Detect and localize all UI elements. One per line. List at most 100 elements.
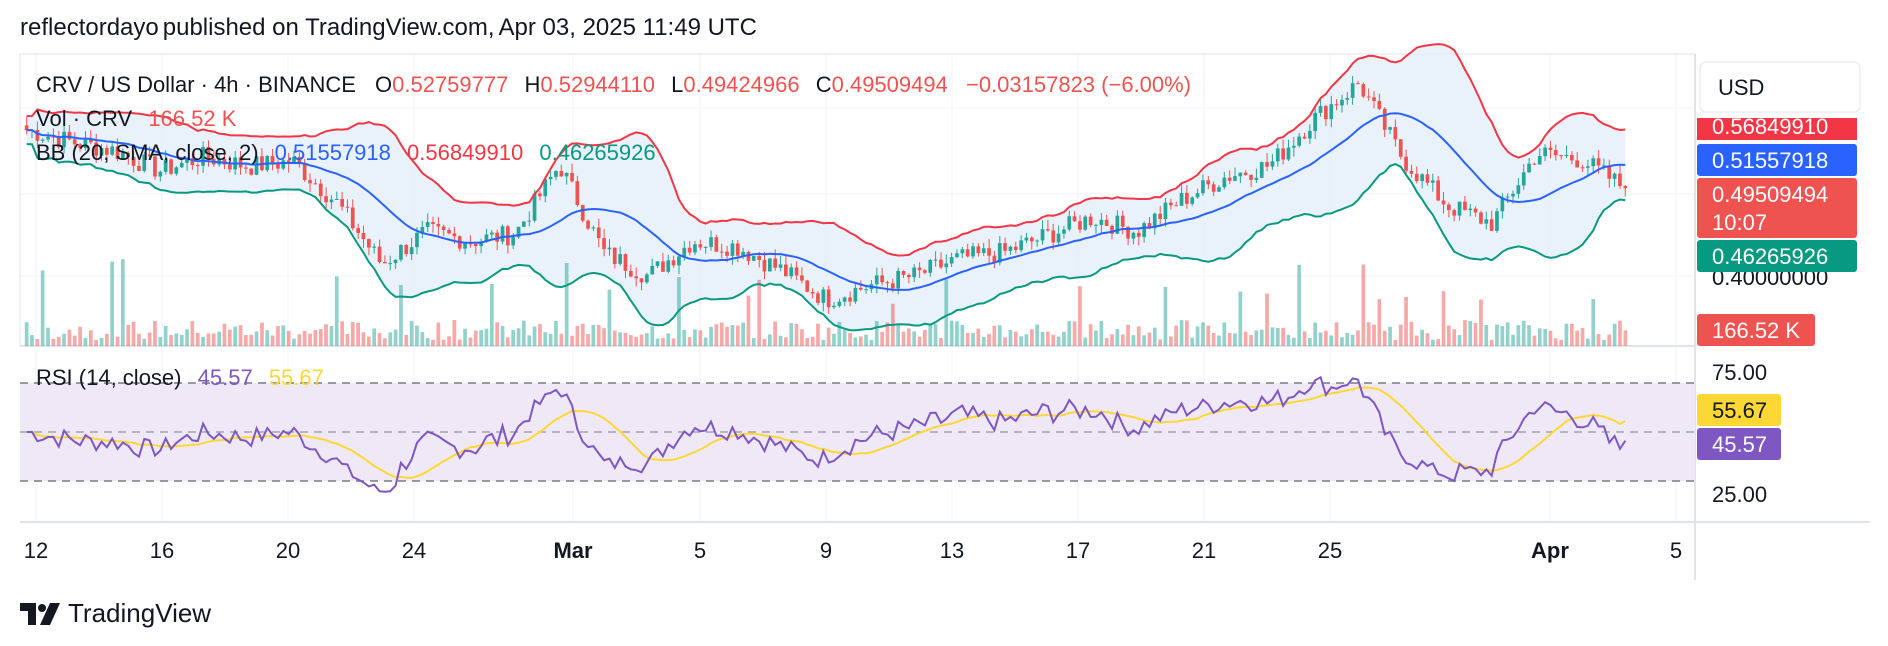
currency-button[interactable] — [1699, 61, 1861, 113]
candle-body — [302, 164, 307, 180]
volume-bar — [1206, 325, 1211, 346]
candle-body — [436, 224, 441, 227]
volume-bar — [1056, 336, 1061, 346]
volume-bar — [1072, 321, 1077, 346]
candle-body — [842, 297, 847, 302]
candle-body — [372, 246, 376, 248]
time-axis-label: 12 — [24, 538, 48, 563]
volume-bar — [490, 284, 494, 346]
volume-bar — [131, 321, 136, 346]
author-name[interactable]: reflectordayo — [20, 14, 159, 41]
volume-bar — [1607, 334, 1612, 346]
volume-bar — [1019, 336, 1023, 346]
candle-body — [1265, 162, 1269, 167]
volume-bar — [607, 289, 612, 346]
candle-body — [1147, 223, 1152, 229]
volume-bar — [789, 323, 794, 346]
volume-bar — [522, 320, 526, 346]
volume-bar — [1152, 327, 1157, 346]
volume-bar — [1473, 323, 1478, 346]
volume-bar — [1521, 320, 1526, 346]
volume-bar — [923, 329, 927, 346]
volume-bar — [987, 334, 991, 346]
candle-body — [1447, 204, 1451, 211]
candle-body — [334, 199, 339, 200]
rsi-tag — [1697, 428, 1781, 460]
candle-body — [730, 243, 735, 256]
volume-bar — [1580, 328, 1585, 346]
close-price-text: 0.49509494 — [1712, 182, 1828, 207]
volume-bar — [564, 263, 569, 346]
legend-rsi-value: 45.57 — [198, 365, 253, 390]
candle-body — [794, 267, 799, 276]
volume-bar — [992, 325, 997, 346]
volume-bar — [1340, 337, 1344, 346]
bb-basis-line — [26, 112, 1626, 291]
volume-bar — [671, 338, 676, 346]
time-axis-label: 9 — [820, 538, 832, 563]
tradingview-logo-icon[interactable] — [20, 601, 60, 627]
candle-body — [1249, 174, 1253, 180]
volume-bar — [452, 320, 457, 346]
candle-body — [185, 158, 189, 163]
volume-bar — [586, 334, 590, 346]
candle-body — [238, 157, 243, 168]
candle-body — [281, 160, 286, 169]
volume-bar — [404, 335, 409, 346]
candle-body — [1152, 213, 1157, 229]
candle-body — [784, 264, 788, 277]
candle-body — [1548, 147, 1553, 150]
volume-bar — [1259, 329, 1264, 346]
candle-body — [292, 156, 296, 164]
volume-bar — [580, 323, 585, 346]
candle-body — [415, 232, 419, 248]
volume-bar — [334, 276, 339, 346]
candle-body — [1388, 127, 1392, 130]
volume-bar — [254, 331, 259, 346]
volume-bar — [1313, 322, 1317, 346]
chart-canvas[interactable]: CRV / US Dollar · 4h · BINANCE O0.527597… — [0, 0, 1888, 600]
volume-bar — [570, 335, 574, 346]
volume-bar — [939, 338, 943, 346]
volume-bar — [195, 332, 200, 346]
candle-body — [1281, 148, 1285, 160]
volume-bar — [1035, 324, 1039, 346]
candle-body — [1586, 166, 1590, 168]
volume-bar — [960, 324, 965, 346]
volume-bar — [286, 330, 291, 346]
volume-bar — [1243, 331, 1248, 346]
volume-bar — [425, 338, 430, 346]
candle-body — [1243, 172, 1248, 175]
volume-bar — [800, 329, 804, 346]
candle-body — [1174, 205, 1178, 207]
volume-bar — [735, 325, 740, 346]
candle-body — [596, 227, 601, 239]
legend-volume-label: Vol · CRV — [36, 106, 133, 131]
candle-body — [46, 136, 50, 140]
candle-body — [174, 167, 179, 174]
legend-low: 0.49424966 — [683, 72, 799, 97]
volume-bar — [260, 322, 264, 346]
rsi-tag-text: 45.57 — [1712, 432, 1767, 457]
candle-body — [40, 139, 45, 141]
candle-body — [1612, 173, 1617, 179]
volume-bar — [431, 339, 435, 346]
candle-body — [645, 274, 649, 283]
volume-bar — [634, 337, 638, 346]
volume-bar — [1334, 322, 1339, 346]
volume-bar — [126, 325, 131, 346]
candle-body — [1318, 106, 1323, 113]
candle-body — [1024, 237, 1029, 241]
volume-bar — [500, 325, 505, 346]
volume-bar — [1356, 330, 1360, 346]
time-axis-label: 20 — [276, 538, 300, 563]
candle-body — [1404, 156, 1408, 171]
volume-bar — [1414, 335, 1419, 346]
candle-body — [169, 159, 173, 174]
candle-body — [1302, 136, 1307, 139]
tradingview-brand[interactable]: TradingView — [68, 598, 212, 628]
volume-bar — [1201, 322, 1205, 346]
rsi-axis-lower: 25.00 — [1712, 482, 1767, 507]
volume-bar — [687, 337, 692, 346]
volume-bar — [1537, 328, 1542, 346]
